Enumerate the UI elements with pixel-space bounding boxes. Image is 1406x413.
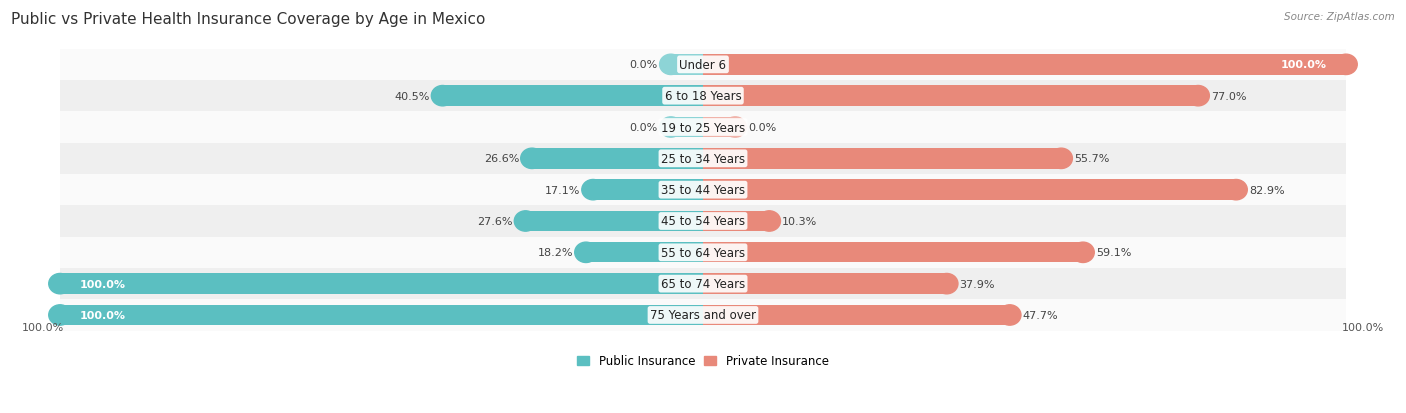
Text: 100.0%: 100.0% [1343,322,1385,332]
Ellipse shape [1187,86,1209,107]
Text: 25 to 34 Years: 25 to 34 Years [661,152,745,166]
Bar [60,274,703,294]
Text: 26.6%: 26.6% [484,154,519,164]
FancyBboxPatch shape [60,112,1346,143]
Ellipse shape [582,180,605,200]
Bar [703,242,1083,263]
Text: 55 to 64 Years: 55 to 64 Years [661,246,745,259]
Ellipse shape [659,55,682,75]
Text: 10.3%: 10.3% [782,216,817,226]
Bar [703,305,1010,325]
FancyBboxPatch shape [60,81,1346,112]
Ellipse shape [1071,242,1094,263]
Text: 100.0%: 100.0% [1281,60,1327,70]
Bar [703,86,1198,107]
FancyBboxPatch shape [60,143,1346,175]
Ellipse shape [1050,149,1073,169]
Text: 65 to 74 Years: 65 to 74 Years [661,278,745,290]
Text: 18.2%: 18.2% [537,248,574,258]
FancyBboxPatch shape [60,175,1346,206]
FancyBboxPatch shape [60,299,1346,331]
Text: 75 Years and over: 75 Years and over [650,309,756,322]
Bar [703,55,1346,75]
Bar [443,86,703,107]
Bar [703,118,735,138]
FancyBboxPatch shape [60,268,1346,299]
Text: 47.7%: 47.7% [1022,310,1059,320]
Text: 19 to 25 Years: 19 to 25 Years [661,121,745,134]
Text: Public vs Private Health Insurance Coverage by Age in Mexico: Public vs Private Health Insurance Cover… [11,12,485,27]
Bar [703,274,946,294]
Text: 100.0%: 100.0% [79,310,125,320]
FancyBboxPatch shape [60,237,1346,268]
Ellipse shape [935,274,957,294]
Bar [703,211,769,232]
Text: 45 to 54 Years: 45 to 54 Years [661,215,745,228]
Text: Under 6: Under 6 [679,59,727,72]
Text: 27.6%: 27.6% [477,216,513,226]
FancyBboxPatch shape [60,50,1346,81]
FancyBboxPatch shape [60,206,1346,237]
Text: 6 to 18 Years: 6 to 18 Years [665,90,741,103]
Text: 0.0%: 0.0% [748,123,776,133]
Bar [586,242,703,263]
Bar [703,149,1062,169]
Ellipse shape [1334,55,1357,75]
Text: 55.7%: 55.7% [1074,154,1109,164]
Text: 100.0%: 100.0% [79,279,125,289]
Text: 17.1%: 17.1% [544,185,581,195]
Ellipse shape [998,305,1021,325]
Text: Source: ZipAtlas.com: Source: ZipAtlas.com [1284,12,1395,22]
Ellipse shape [49,274,72,294]
Text: 100.0%: 100.0% [21,322,63,332]
Text: 0.0%: 0.0% [630,60,658,70]
Ellipse shape [724,118,747,138]
Ellipse shape [432,86,454,107]
Ellipse shape [1225,180,1247,200]
Text: 59.1%: 59.1% [1095,248,1132,258]
Ellipse shape [49,305,72,325]
Text: 77.0%: 77.0% [1211,91,1247,102]
Bar [703,180,1236,200]
Ellipse shape [758,211,780,232]
Bar [671,118,703,138]
Ellipse shape [575,242,598,263]
Bar [526,211,703,232]
Text: 35 to 44 Years: 35 to 44 Years [661,184,745,197]
Bar [531,149,703,169]
Ellipse shape [659,118,682,138]
Ellipse shape [520,149,543,169]
Text: 0.0%: 0.0% [630,123,658,133]
Legend: Public Insurance, Private Insurance: Public Insurance, Private Insurance [572,350,834,372]
Bar [60,305,703,325]
Bar [593,180,703,200]
Text: 82.9%: 82.9% [1249,185,1285,195]
Text: 37.9%: 37.9% [959,279,995,289]
Ellipse shape [515,211,537,232]
Text: 40.5%: 40.5% [394,91,430,102]
Bar [671,55,703,75]
